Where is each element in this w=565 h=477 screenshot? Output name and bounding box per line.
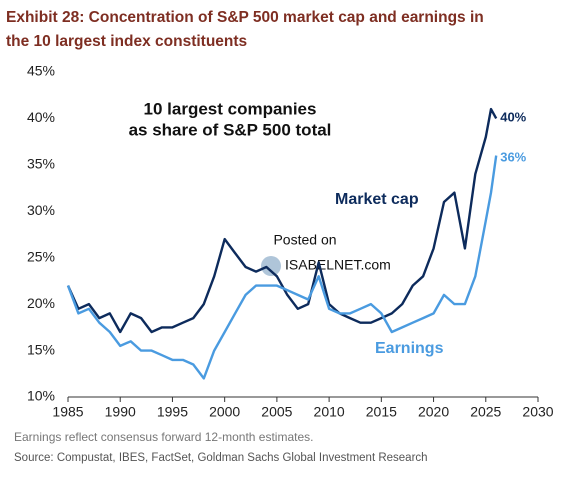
series-line xyxy=(66,155,498,380)
legend-label: Market cap xyxy=(335,191,419,208)
footnote: Earnings reflect consensus forward 12-mo… xyxy=(14,430,313,444)
y-tick-label: 10% xyxy=(27,388,55,404)
watermark: Posted on xyxy=(273,232,336,248)
watermark-logo xyxy=(261,256,281,276)
x-tick-label: 2000 xyxy=(209,404,240,420)
series-line xyxy=(66,107,498,334)
x-tick-label: 2030 xyxy=(522,404,553,420)
watermark: ISABELNET.com xyxy=(285,257,391,273)
x-tick-label: 1985 xyxy=(52,404,83,420)
y-tick-label: 15% xyxy=(27,341,55,357)
x-tick-label: 1990 xyxy=(105,404,136,420)
x-tick-label: 2025 xyxy=(470,404,501,420)
y-tick-label: 20% xyxy=(27,295,55,311)
end-label: 40% xyxy=(500,109,526,124)
x-tick-label: 2020 xyxy=(418,404,449,420)
y-tick-label: 35% xyxy=(27,156,55,172)
x-tick-label: 2015 xyxy=(366,404,397,420)
y-tick-label: 45% xyxy=(27,63,55,79)
x-tick-label: 2005 xyxy=(261,404,292,420)
chart-title: the 10 largest index constituents xyxy=(6,33,247,50)
end-label: 36% xyxy=(500,149,526,164)
chart-title: Exhibit 28: Concentration of S&P 500 mar… xyxy=(6,9,484,26)
annotation: 10 largest companies xyxy=(144,99,317,118)
legend-label: Earnings xyxy=(375,340,444,357)
x-tick-label: 2010 xyxy=(314,404,345,420)
x-tick-label: 1995 xyxy=(157,404,188,420)
source: Source: Compustat, IBES, FactSet, Goldma… xyxy=(14,452,428,464)
annotation: as share of S&P 500 total xyxy=(129,120,332,139)
y-tick-label: 40% xyxy=(27,109,55,125)
y-tick-label: 30% xyxy=(27,202,55,218)
y-tick-label: 25% xyxy=(27,248,55,264)
